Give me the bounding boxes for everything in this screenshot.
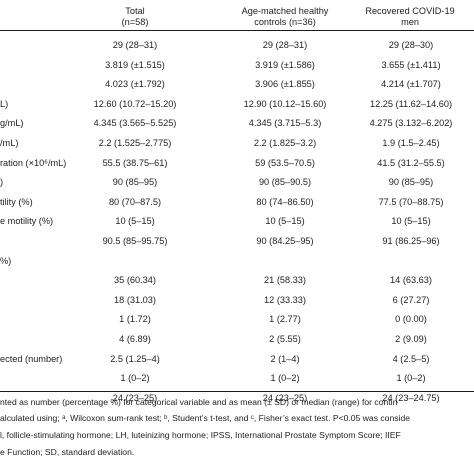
cell-recovered: 41.5 (31.2–55.5): [377, 157, 445, 168]
col-header-total-n: (n=58): [121, 17, 149, 27]
header-rule: [0, 30, 474, 31]
table-row: 24 (23–25) 24 (23–25) 24 (23–24.75): [0, 389, 474, 407]
cell-controls: 3.906 (±1.855): [255, 79, 315, 90]
cell-recovered: 1 (0–2): [396, 373, 426, 384]
cell-recovered: 24 (23–24.75): [382, 392, 440, 403]
table-row: 35 (60.34) 21 (58.33) 14 (63.63): [0, 271, 474, 289]
cell-controls: 1 (0–2): [270, 373, 300, 384]
table-row: %): [0, 252, 474, 270]
footnote-line-3: l, follicle-stimulating hormone; LH, lut…: [0, 430, 401, 440]
cell-controls: 59 (53.5–70.5): [255, 157, 315, 168]
row-label: /mL): [0, 138, 19, 148]
cell-recovered: 77.5 (70–88.75): [378, 196, 444, 207]
cell-total: 4.345 (3.565–5.525): [93, 118, 177, 129]
col-header-controls: Age-matched healthy controls (n=36): [215, 6, 355, 28]
table-row: 4 (6.89) 2 (5.55) 2 (9.09): [0, 330, 474, 348]
cell-controls: 2 (1–4): [270, 353, 300, 364]
cell-total: 12.60 (10.72–15.20): [93, 98, 177, 109]
cell-total: 55.5 (38.75–61): [102, 157, 168, 168]
cell-controls: 1 (2.77): [269, 314, 301, 325]
col-header-recovered-line2: men: [401, 17, 419, 27]
row-label: %): [0, 255, 12, 266]
cell-recovered: 10 (5–15): [391, 216, 431, 227]
table-row: 1 (1.72) 1 (2.77) 0 (0.00): [0, 310, 474, 328]
cell-controls: 2 (5.55): [269, 334, 301, 344]
row-label: ected (number): [0, 353, 63, 364]
cell-controls: 29 (28–31): [262, 40, 308, 50]
cell-recovered: 29 (28–30): [388, 40, 434, 50]
cell-total: 18 (31.03): [114, 294, 156, 305]
cell-controls: 10 (5–15): [265, 216, 305, 227]
table-row: e motility (%) 10 (5–15) 10 (5–15) 10 (5–15…: [0, 212, 474, 230]
cell-recovered: 4.275 (3.132–6.202): [369, 118, 453, 129]
table-row: 29 (28–31) 29 (28–31) 29 (28–30): [0, 36, 474, 54]
table-row: 3.819 (±1.515) 3.919 (±1.586) 3.655 (±1.41…: [0, 56, 474, 74]
cell-recovered: 6 (27.27): [392, 294, 430, 305]
cell-recovered: 2 (9.09): [395, 334, 427, 344]
cell-total: 1 (0–2): [120, 373, 150, 384]
row-label: e motility (%): [0, 216, 54, 227]
cell-total: 35 (60.34): [114, 275, 156, 286]
table-row: 18 (31.03) 12 (33.33) 6 (27.27): [0, 291, 474, 309]
cell-controls: 24 (23–25): [262, 392, 308, 403]
table-row: 4.023 (±1.792) 3.906 (±1.855) 4.214 (±1.70…: [0, 75, 474, 93]
cell-controls: 80 (74–86.50): [256, 196, 314, 207]
footnote-line-4: e Function; SD, standard deviation.: [0, 447, 135, 457]
cell-controls: 90 (84.25–95): [256, 236, 314, 246]
cell-total: 2.2 (1.525–2.775): [98, 138, 172, 148]
table-row: ected (number) 2.5 (1.25–4) 2 (1–4) 4 (2.5–…: [0, 350, 474, 368]
cell-total: 24 (23–25): [112, 392, 158, 403]
cell-controls: 4.345 (3.715–5.3): [248, 118, 322, 129]
cell-recovered: 3.655 (±1.411): [381, 59, 441, 70]
cell-total: 10 (5–15): [115, 216, 155, 227]
col-header-recovered-line1: Recovered COVID-19: [365, 6, 455, 16]
table-row: 1 (0–2) 1 (0–2) 1 (0–2): [0, 369, 474, 387]
cell-recovered: 12.25 (11.62–14.60): [369, 98, 453, 109]
row-label: g/mL): [0, 118, 24, 129]
table-row: 90.5 (85–95.75) 90 (84.25–95) 91 (86.25–96…: [0, 232, 474, 250]
cell-recovered: 4 (2.5–5): [392, 353, 430, 364]
cell-total: 29 (28–31): [112, 40, 158, 50]
cell-total: 1 (1.72): [119, 314, 151, 325]
row-label: tility (%): [0, 196, 33, 207]
cell-controls: 12 (33.33): [264, 294, 306, 305]
row-label: ration (×10⁶/mL): [0, 157, 67, 168]
cell-total: 3.819 (±1.515): [105, 59, 165, 70]
cell-controls: 2.2 (1.825–3.2): [253, 138, 317, 148]
cell-controls: 21 (58.33): [264, 275, 306, 286]
footnote-line-2: alculated using; ᵃ, Wilcoxon sum-rank te…: [0, 413, 411, 423]
table-row: /mL) 2.2 (1.525–2.775) 2.2 (1.825–3.2) 1.9 …: [0, 134, 474, 152]
cell-recovered: 90 (85–95): [388, 177, 434, 188]
cell-total: 4.023 (±1.792): [105, 79, 165, 90]
table-row: g/mL) 4.345 (3.565–5.525) 4.345 (3.715–5.3…: [0, 114, 474, 132]
cell-recovered: 91 (86.25–96): [382, 236, 440, 246]
table-row: L) 12.60 (10.72–15.20) 12.90 (10.12–15.60)…: [0, 95, 474, 113]
bottom-rule: [0, 391, 474, 392]
col-header-total: Total (n=58): [100, 6, 170, 28]
cell-recovered: 0 (0.00): [395, 314, 427, 325]
col-header-controls-line2: controls (n=36): [254, 17, 316, 27]
cell-recovered: 4.214 (±1.707): [381, 79, 441, 90]
cell-total: 90 (85–95): [112, 177, 158, 188]
cell-recovered: 14 (63.63): [390, 275, 432, 286]
cell-controls: 3.919 (±1.586): [255, 59, 315, 70]
cell-controls: 12.90 (10.12–15.60): [243, 98, 327, 109]
cell-total: 2.5 (1.25–4): [110, 353, 160, 364]
footnote-line-1: nted as number (percentage %) for catego…: [0, 397, 398, 407]
col-header-total-title: Total: [125, 6, 145, 16]
table-row: tility (%) 80 (70–87.5) 80 (74–86.50) 77.5 …: [0, 193, 474, 211]
cell-recovered: 1.9 (1.5–2.45): [382, 138, 440, 148]
table-row: ration (×10⁶/mL) 55.5 (38.75–61) 59 (53.5–…: [0, 154, 474, 172]
col-header-controls-line1: Age-matched healthy: [241, 6, 329, 16]
table-row: ) 90 (85–95) 90 (85–90.5) 90 (85–95): [0, 173, 474, 191]
col-header-recovered: Recovered COVID-19 men: [340, 6, 474, 28]
cell-total: 4 (6.89): [119, 334, 151, 344]
row-label: L): [0, 98, 9, 109]
row-label: ): [0, 177, 4, 188]
cell-total: 90.5 (85–95.75): [102, 236, 168, 246]
cell-total: 80 (70–87.5): [108, 196, 162, 207]
cell-controls: 90 (85–90.5): [258, 177, 312, 188]
